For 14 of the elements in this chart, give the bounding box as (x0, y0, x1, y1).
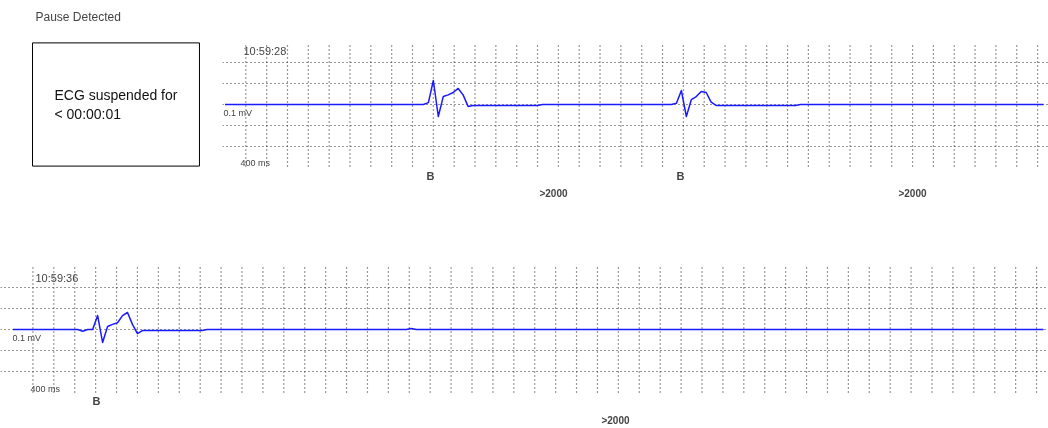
text: 400 ms (30, 383, 61, 394)
text: ECG suspended for < 00:00:01 (54, 86, 178, 123)
text: B (676, 169, 685, 182)
text: Pause Detected (35, 9, 121, 24)
text: >2000 (601, 415, 630, 426)
text: 10:59:36 (35, 271, 79, 284)
text: 400 ms (240, 157, 271, 168)
annotation: 0.1 mV (12, 332, 42, 343)
text: >2000 (898, 188, 927, 199)
text: >2000 (539, 188, 568, 199)
annotation: 0.1 mV (223, 107, 253, 118)
text: 10:59:28 (243, 44, 287, 57)
text: B (426, 169, 435, 182)
text: B (92, 394, 101, 407)
